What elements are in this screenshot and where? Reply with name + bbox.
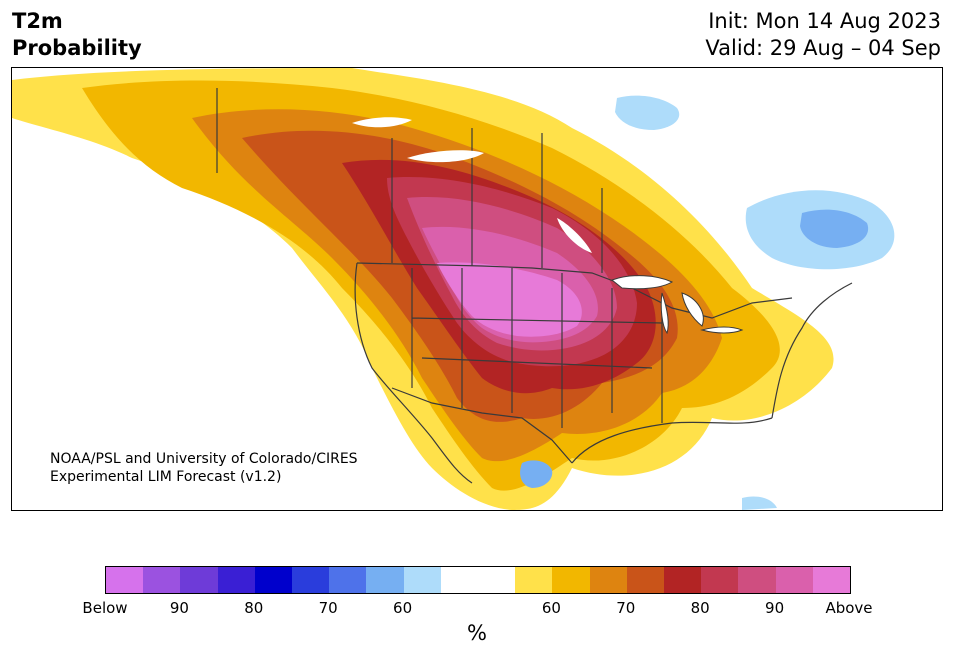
forecast-dates: Init: Mon 14 Aug 2023 Valid: 29 Aug – 04… xyxy=(705,8,941,62)
colorbar-tick-label: 70 xyxy=(616,599,636,617)
state-lines xyxy=(411,268,663,428)
colorbar-swatch xyxy=(292,567,330,593)
colorbar-tick-label: 90 xyxy=(765,599,785,617)
valid-date: Valid: 29 Aug – 04 Sep xyxy=(705,36,941,60)
map-panel: NOAA/PSL and University of Colorado/CIRE… xyxy=(11,67,943,511)
colorbar-swatch xyxy=(143,567,181,593)
credit-line-2: Experimental LIM Forecast (v1.2) xyxy=(50,469,282,485)
init-date: Init: Mon 14 Aug 2023 xyxy=(708,9,941,33)
cool-shading xyxy=(520,95,895,510)
colorbar-tick-label: 70 xyxy=(318,599,338,617)
contour-above-4 xyxy=(437,262,582,337)
colorbar xyxy=(105,566,851,594)
colorbar-swatch xyxy=(217,567,255,593)
east-coast xyxy=(771,282,853,419)
colorbar-swatch xyxy=(812,567,851,593)
credit-text: NOAA/PSL and University of Colorado/CIRE… xyxy=(50,450,358,486)
title-line-2: Probability xyxy=(12,36,142,60)
us-mexico-border xyxy=(391,387,573,464)
colorbar-swatch xyxy=(626,567,665,593)
cool-patch-quebec-inner xyxy=(800,209,869,248)
probability-shading xyxy=(12,68,834,510)
colorbar-swatch xyxy=(701,567,739,593)
north-america-map xyxy=(12,68,895,510)
colorbar-swatch xyxy=(180,567,218,593)
colorbar-swatch xyxy=(589,567,627,593)
cool-patch-hudson xyxy=(615,95,680,130)
colorbar-swatch xyxy=(738,567,776,593)
lake-huron xyxy=(681,292,704,327)
great-lakes xyxy=(610,275,744,335)
colorbar-swatch xyxy=(254,567,293,593)
colorbar-tick-label: 90 xyxy=(169,599,189,617)
lake-erie xyxy=(700,326,744,334)
colorbar-swatch xyxy=(329,567,367,593)
gulf-coast xyxy=(571,417,773,464)
colorbar-unit: % xyxy=(467,621,487,645)
colorbar-swatch xyxy=(515,567,553,593)
cool-patch-caribbean xyxy=(742,496,777,510)
cool-patch-mexico xyxy=(520,460,553,488)
colorbar-swatch xyxy=(440,567,479,593)
colorbar-tick-label: 60 xyxy=(393,599,413,617)
colorbar-tick-label: Above xyxy=(825,599,873,617)
title-line-1: T2m xyxy=(12,9,63,33)
colorbar-tick-label: 80 xyxy=(244,599,264,617)
colorbar-swatch xyxy=(403,567,441,593)
colorbar-swatch xyxy=(775,567,813,593)
west-coast xyxy=(354,262,473,484)
lake-athabasca xyxy=(352,117,412,128)
colorbar-swatch xyxy=(106,567,144,593)
colorbar-swatch xyxy=(664,567,702,593)
lake-michigan xyxy=(660,292,669,335)
map-title: T2m Probability xyxy=(12,8,142,62)
great-slave-lake xyxy=(407,150,484,163)
province-lines xyxy=(391,128,603,273)
lake-winnipeg xyxy=(557,218,592,253)
colorbar-tick-label: 80 xyxy=(690,599,710,617)
colorbar-swatch xyxy=(552,567,590,593)
colorbar-tick-label: Below xyxy=(82,599,128,617)
land-features xyxy=(352,117,592,253)
colorbar-tick-label: 60 xyxy=(541,599,561,617)
colorbar-swatch xyxy=(478,567,516,593)
lake-superior xyxy=(610,275,674,290)
credit-line-1: NOAA/PSL and University of Colorado/CIRE… xyxy=(50,451,358,467)
borders xyxy=(216,88,853,484)
colorbar-swatch xyxy=(366,567,404,593)
